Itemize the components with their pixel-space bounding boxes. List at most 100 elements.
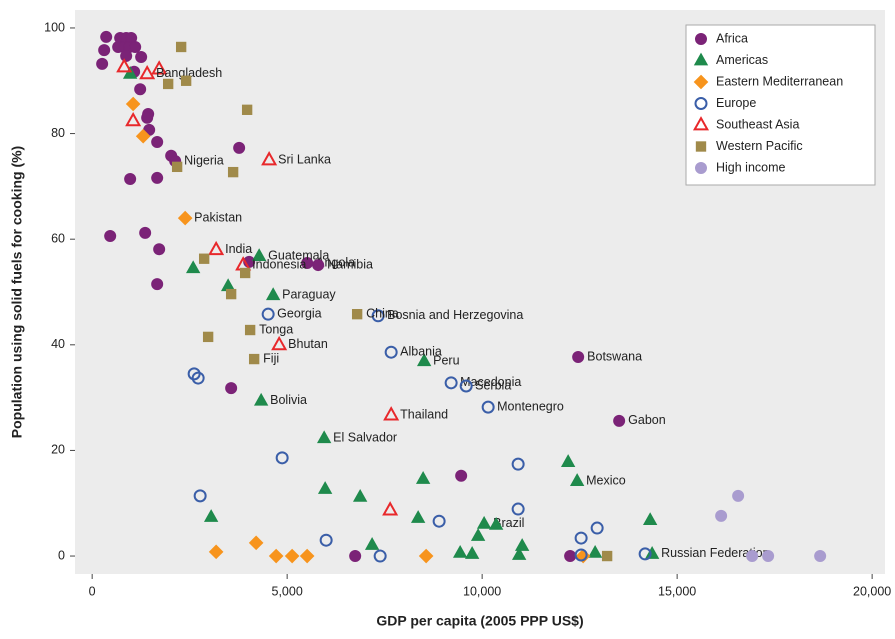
point — [208, 544, 224, 560]
point — [762, 550, 775, 563]
point — [139, 226, 152, 239]
point — [642, 512, 658, 526]
legend-label: Americas — [716, 53, 768, 67]
point — [373, 549, 387, 563]
point — [476, 515, 492, 529]
legend-label: Africa — [716, 31, 748, 45]
point — [574, 548, 588, 562]
point — [187, 367, 201, 381]
point — [153, 243, 166, 256]
point — [572, 350, 585, 363]
legend-label: Western Pacific — [716, 139, 803, 153]
point — [271, 335, 288, 351]
point-label: Sri Lanka — [278, 152, 331, 166]
point — [452, 544, 468, 558]
point-label: Serbia — [475, 378, 511, 392]
point — [241, 104, 253, 115]
point — [120, 49, 133, 62]
point — [416, 353, 432, 367]
point-label: Bosnia and Herzegovina — [387, 308, 523, 322]
point-label: Pakistan — [194, 210, 242, 224]
point — [410, 510, 426, 523]
point-label: Peru — [433, 353, 459, 367]
legend-label: High income — [716, 160, 786, 174]
point — [261, 151, 278, 166]
point — [319, 533, 333, 547]
point — [129, 40, 142, 53]
point — [317, 481, 333, 494]
point — [151, 60, 168, 75]
point — [193, 489, 207, 503]
point — [227, 166, 239, 178]
y-axis-title: Population using solid fuels for cooking… — [9, 146, 25, 438]
point — [239, 267, 251, 279]
point — [139, 64, 156, 80]
point — [316, 430, 332, 444]
y-tick-label: 80 — [51, 126, 65, 140]
y-tick-label: 40 — [51, 337, 65, 351]
point-label: Bangladesh — [156, 66, 222, 80]
legend-box — [685, 24, 876, 186]
point — [175, 41, 187, 53]
point — [352, 489, 368, 502]
point — [253, 392, 269, 406]
y-tick-label: 60 — [51, 231, 65, 245]
point — [455, 469, 468, 482]
point — [464, 546, 480, 559]
legend-label: Eastern Mediterranean — [716, 74, 843, 88]
point — [151, 278, 164, 291]
point — [590, 521, 604, 535]
point — [251, 248, 267, 261]
point — [693, 52, 709, 66]
point — [638, 547, 652, 561]
point — [198, 253, 210, 264]
point — [284, 548, 300, 564]
point-label: Bhutan — [288, 337, 328, 351]
point-label: Botswana — [587, 349, 642, 363]
point — [268, 548, 284, 564]
point-label: Montenegro — [497, 399, 564, 413]
point-label: India — [225, 242, 252, 256]
point — [560, 454, 576, 467]
point — [299, 548, 315, 564]
point — [351, 309, 363, 320]
point-label: Fiji — [263, 351, 279, 365]
point — [122, 66, 138, 79]
point — [814, 550, 827, 563]
x-tick-label: 0 — [89, 584, 96, 598]
point — [481, 400, 495, 414]
point — [125, 96, 141, 112]
point — [96, 57, 109, 70]
point-label: Nigeria — [184, 153, 224, 167]
point — [383, 406, 400, 421]
y-tick-label: 100 — [44, 20, 65, 34]
point-label: El Salvador — [333, 431, 397, 445]
point — [134, 83, 147, 96]
point-label: Russian Federation — [661, 546, 769, 560]
point — [732, 489, 745, 502]
point — [248, 535, 264, 551]
point — [125, 111, 142, 127]
y-tick-label: 20 — [51, 443, 65, 457]
point — [371, 309, 385, 323]
point — [275, 451, 289, 465]
x-tick-label: 20,000 — [853, 584, 891, 598]
point — [208, 240, 225, 256]
point — [746, 550, 759, 563]
point — [171, 161, 183, 173]
point — [695, 141, 707, 152]
point — [180, 75, 192, 86]
point — [587, 544, 603, 558]
point-label: Namibia — [327, 257, 373, 271]
point — [100, 30, 113, 43]
point — [432, 514, 446, 528]
point — [98, 44, 111, 57]
point — [564, 550, 577, 563]
point — [569, 473, 585, 486]
point — [244, 324, 256, 336]
point — [349, 550, 362, 563]
point-label: Bolivia — [270, 393, 307, 407]
point-label: Angola — [316, 255, 355, 269]
point-label: Paraguay — [282, 287, 336, 301]
